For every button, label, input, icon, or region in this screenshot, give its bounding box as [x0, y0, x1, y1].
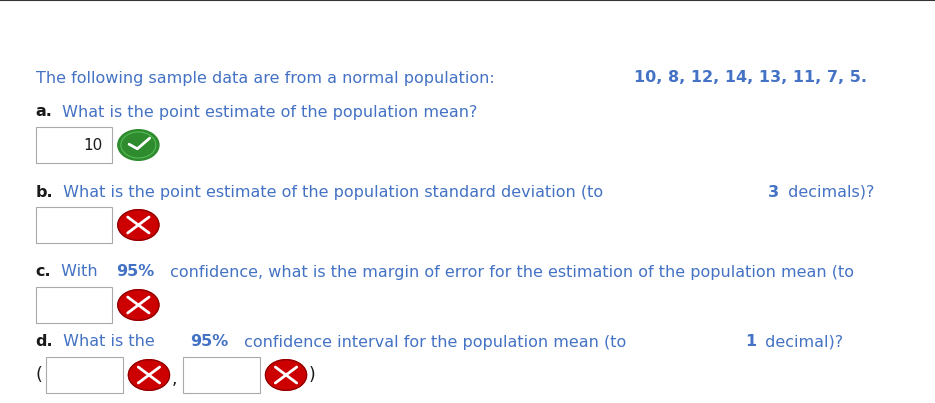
FancyBboxPatch shape: [36, 207, 112, 243]
Text: a.: a.: [36, 104, 52, 120]
Text: 1: 1: [745, 334, 756, 349]
Text: The following sample data are from a normal population:: The following sample data are from a nor…: [36, 71, 499, 85]
Text: What is the: What is the: [58, 334, 160, 349]
Text: confidence interval for the population mean (to: confidence interval for the population m…: [239, 334, 631, 349]
Text: With: With: [56, 264, 103, 280]
Text: 3: 3: [769, 185, 780, 199]
Text: b.: b.: [36, 185, 53, 199]
Text: d.: d.: [36, 334, 53, 349]
Ellipse shape: [118, 290, 159, 320]
Text: decimals)?: decimals)?: [783, 185, 874, 199]
FancyBboxPatch shape: [183, 357, 260, 393]
Text: ,: ,: [171, 370, 177, 388]
Ellipse shape: [118, 130, 159, 160]
FancyBboxPatch shape: [36, 127, 112, 163]
Text: 10, 8, 12, 14, 13, 11, 7, 5.: 10, 8, 12, 14, 13, 11, 7, 5.: [634, 71, 867, 85]
Text: confidence, what is the margin of error for the estimation of the population mea: confidence, what is the margin of error …: [165, 264, 859, 280]
Text: 95%: 95%: [190, 334, 228, 349]
FancyBboxPatch shape: [46, 357, 122, 393]
Ellipse shape: [118, 210, 159, 240]
Text: 10: 10: [83, 137, 103, 152]
Text: c.: c.: [36, 264, 51, 280]
Text: 95%: 95%: [116, 264, 154, 280]
Text: (: (: [36, 366, 42, 384]
Text: What is the point estimate of the population mean?: What is the point estimate of the popula…: [57, 104, 478, 120]
Text: decimal)?: decimal)?: [760, 334, 842, 349]
Text: ): ): [309, 366, 315, 384]
FancyBboxPatch shape: [36, 287, 112, 323]
Ellipse shape: [128, 360, 169, 391]
Ellipse shape: [266, 360, 307, 391]
Text: What is the point estimate of the population standard deviation (to: What is the point estimate of the popula…: [58, 185, 609, 199]
